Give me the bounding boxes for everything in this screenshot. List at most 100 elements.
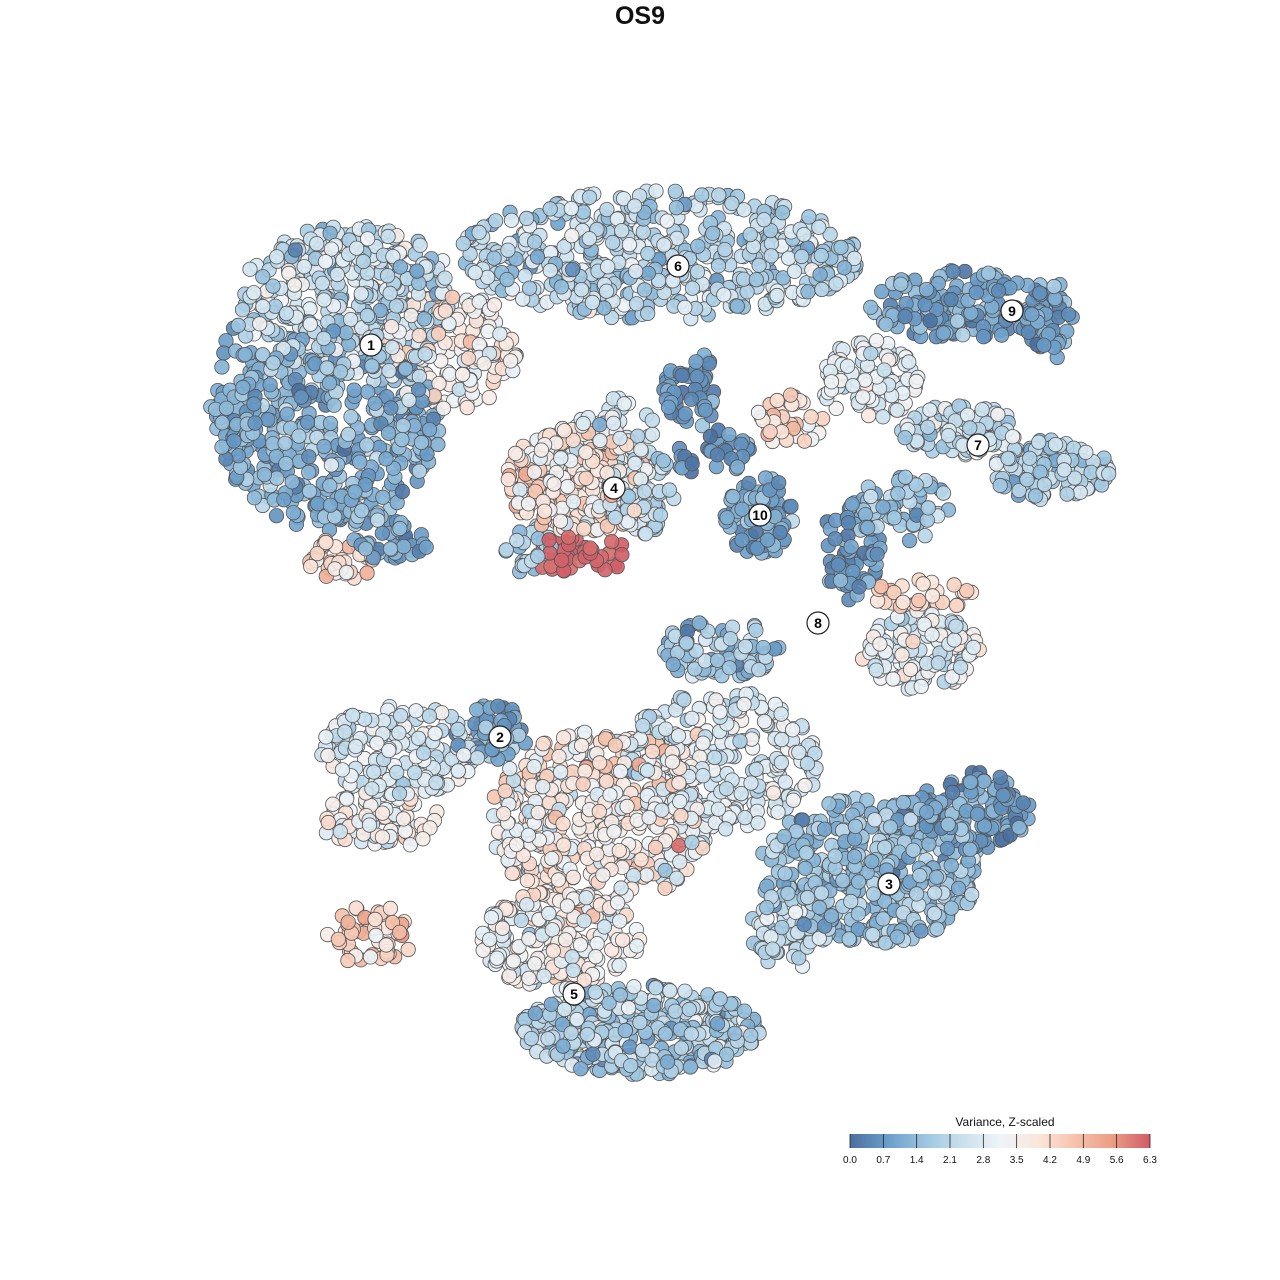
data-point-cluster-1 xyxy=(343,409,359,425)
data-point-cluster-1 xyxy=(218,400,235,416)
data-point-cluster-6 xyxy=(640,305,656,321)
data-point-cluster-1 xyxy=(252,316,268,332)
data-point-cluster-5 xyxy=(501,968,517,984)
data-point-cluster-5 xyxy=(527,1005,543,1022)
data-point-cluster-1 xyxy=(352,454,368,470)
data-point-cluster-3 xyxy=(791,950,807,966)
data-point-cluster-9 xyxy=(949,313,966,329)
data-point-cluster-1 xyxy=(301,464,317,480)
data-point-cluster-1 xyxy=(268,508,285,524)
data-point-cluster-3 xyxy=(875,911,891,927)
data-point-cluster-7 xyxy=(1072,484,1088,500)
data-point-cluster-1 xyxy=(299,414,316,430)
data-point-cluster-3 xyxy=(776,828,792,845)
data-point-cluster-2 xyxy=(395,811,411,827)
data-point-cluster-2 xyxy=(382,900,398,917)
data-point-cluster-6 xyxy=(684,280,701,296)
data-point-cluster-3 xyxy=(889,929,905,945)
data-point-cluster-7 xyxy=(917,528,933,544)
data-point-cluster-1 xyxy=(214,415,230,431)
data-point-cluster-3 xyxy=(943,857,959,874)
data-point-cluster-1 xyxy=(301,449,317,465)
data-point-cluster-6 xyxy=(677,406,693,422)
data-point-cluster-5 xyxy=(667,1003,683,1019)
data-point-cluster-5 xyxy=(611,957,627,974)
data-point-cluster-2 xyxy=(344,707,361,724)
data-point-cluster-8 xyxy=(830,557,846,573)
data-point-cluster-5 xyxy=(736,1003,753,1019)
data-point-cluster-8 xyxy=(894,647,910,663)
data-point-cluster-2 xyxy=(421,708,438,724)
data-point-cluster-3 xyxy=(777,865,793,882)
data-point-cluster-2 xyxy=(408,703,424,719)
data-point-cluster-2 xyxy=(340,952,356,969)
data-point-cluster-7 xyxy=(861,407,877,424)
data-point-cluster-3 xyxy=(939,840,956,857)
data-point-cluster-1 xyxy=(230,317,246,333)
data-point-cluster-5 xyxy=(569,1011,585,1028)
data-point-cluster-6 xyxy=(503,212,520,228)
data-point-cluster-5 xyxy=(777,774,793,790)
data-point-cluster-4 xyxy=(644,412,660,428)
data-point-cluster-3 xyxy=(850,874,867,890)
data-point-cluster-3 xyxy=(943,900,960,916)
data-point-cluster-8 xyxy=(948,597,965,614)
data-point-cluster-1 xyxy=(309,236,325,252)
data-point-cluster-6 xyxy=(811,219,827,235)
data-point-cluster-6 xyxy=(600,259,616,275)
data-point-cluster-4 xyxy=(604,533,620,550)
data-point-cluster-5 xyxy=(497,783,513,799)
data-point-cluster-4 xyxy=(556,423,573,439)
data-point-cluster-9 xyxy=(975,329,992,345)
data-point-cluster-5 xyxy=(619,798,635,815)
data-point-cluster-9 xyxy=(874,283,890,300)
data-point-cluster-5 xyxy=(732,733,748,749)
data-point-cluster-6 xyxy=(486,250,502,266)
data-point-cluster-4 xyxy=(644,426,661,442)
data-point-cluster-1 xyxy=(381,363,397,379)
data-point-cluster-7 xyxy=(901,532,918,549)
data-point-cluster-1 xyxy=(460,350,476,366)
data-point-cluster-1 xyxy=(234,302,251,318)
data-point-cluster-5 xyxy=(543,996,559,1012)
data-point-cluster-7 xyxy=(992,477,1008,494)
data-point-cluster-4 xyxy=(565,494,582,510)
data-point-cluster-3 xyxy=(797,860,813,877)
data-point-cluster-6 xyxy=(526,234,543,250)
data-point-cluster-5 xyxy=(669,870,685,886)
data-point-cluster-5 xyxy=(521,931,537,947)
data-point-cluster-2 xyxy=(367,911,383,928)
data-point-cluster-5 xyxy=(606,824,622,840)
data-point-cluster-1 xyxy=(396,538,412,555)
point-layer xyxy=(203,183,1117,1082)
data-point-cluster-1 xyxy=(237,346,253,363)
data-point-cluster-5 xyxy=(639,867,655,883)
data-point-cluster-1 xyxy=(255,298,271,315)
data-point-cluster-5 xyxy=(677,983,693,999)
data-point-cluster-3 xyxy=(876,839,893,856)
data-point-cluster-2 xyxy=(325,796,341,812)
data-point-cluster-5 xyxy=(577,763,593,779)
data-point-cluster-1 xyxy=(481,389,497,406)
data-point-cluster-10 xyxy=(725,489,741,505)
data-point-cluster-8 xyxy=(959,583,975,599)
data-point-cluster-7 xyxy=(876,362,892,378)
data-point-cluster-1 xyxy=(359,437,375,453)
data-point-cluster-6 xyxy=(467,265,483,281)
data-point-cluster-6 xyxy=(667,183,683,199)
data-point-cluster-1 xyxy=(417,346,433,362)
data-point-cluster-5 xyxy=(644,743,661,760)
data-point-cluster-1 xyxy=(435,400,452,416)
data-point-cluster-4 xyxy=(607,510,623,526)
data-point-cluster-5 xyxy=(672,854,688,870)
data-point-cluster-2 xyxy=(392,708,409,724)
data-point-cluster-1 xyxy=(278,455,294,472)
data-point-cluster-5 xyxy=(646,997,662,1014)
data-point-cluster-5 xyxy=(712,704,728,720)
data-point-cluster-6 xyxy=(684,456,700,472)
data-point-cluster-3 xyxy=(816,821,833,837)
data-point-cluster-6 xyxy=(628,296,645,312)
data-point-cluster-6 xyxy=(774,205,791,221)
data-point-cluster-5 xyxy=(552,764,569,780)
data-point-cluster-4 xyxy=(652,507,669,523)
